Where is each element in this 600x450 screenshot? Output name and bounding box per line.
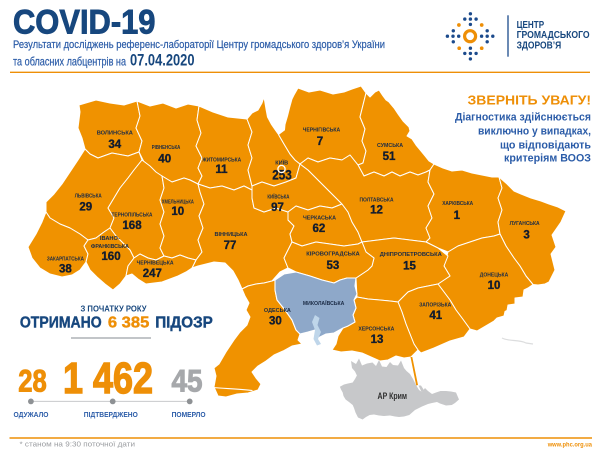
- svg-text:ВІННИЦЬКА: ВІННИЦЬКА: [215, 232, 248, 238]
- svg-text:www.phc.org.ua: www.phc.org.ua: [547, 441, 592, 448]
- svg-text:10: 10: [171, 206, 184, 218]
- svg-text:* станом на 9:30 поточної дати: * станом на 9:30 поточної дати: [20, 440, 136, 449]
- svg-text:АР Крим: АР Крим: [378, 391, 408, 402]
- svg-text:51: 51: [383, 151, 396, 163]
- svg-text:ВОЛИНСЬКА: ВОЛИНСЬКА: [97, 130, 133, 136]
- svg-text:КИЇВСЬКА: КИЇВСЬКА: [267, 193, 289, 200]
- svg-text:253: 253: [272, 166, 292, 182]
- svg-text:77: 77: [224, 240, 237, 252]
- svg-text:ЛЬВІВСЬКА: ЛЬВІВСЬКА: [75, 194, 102, 200]
- svg-text:ХЕРСОНСЬКА: ХЕРСОНСЬКА: [358, 327, 394, 333]
- svg-text:168: 168: [122, 220, 142, 232]
- svg-text:1 462: 1 462: [63, 355, 153, 403]
- svg-text:Діагностика здійснюється: Діагностика здійснюється: [455, 112, 591, 124]
- svg-text:ДОНЕЦЬКА: ДОНЕЦЬКА: [480, 273, 509, 279]
- svg-text:ОТРИМАНО: ОТРИМАНО: [20, 315, 102, 332]
- svg-text:Результати досліджень референс: Результати досліджень референс-лаборатор…: [13, 39, 385, 51]
- svg-text:12: 12: [370, 205, 383, 217]
- svg-text:6 385: 6 385: [108, 315, 150, 332]
- svg-text:ПІДТВЕРДЖЕНО: ПІДТВЕРДЖЕНО: [84, 410, 138, 419]
- svg-text:ТЕРНОПІЛЬСЬКА: ТЕРНОПІЛЬСЬКА: [112, 213, 153, 219]
- svg-text:ЦЕНТР: ЦЕНТР: [517, 20, 545, 31]
- svg-text:38: 38: [59, 263, 72, 275]
- svg-text:7: 7: [317, 136, 323, 148]
- svg-text:COVID-19: COVID-19: [13, 3, 156, 41]
- svg-text:29: 29: [79, 202, 92, 214]
- svg-text:ЛУГАНСЬКА: ЛУГАНСЬКА: [510, 221, 540, 227]
- svg-text:ПОЛТАВСЬКА: ПОЛТАВСЬКА: [360, 197, 394, 203]
- svg-text:ПОМЕРЛО: ПОМЕРЛО: [172, 410, 206, 419]
- svg-text:що відповідають: що відповідають: [500, 139, 591, 151]
- svg-text:ХАРКІВСЬКА: ХАРКІВСЬКА: [442, 201, 473, 207]
- svg-text:СУМСЬКА: СУМСЬКА: [377, 143, 403, 149]
- svg-text:ЧЕРНІВЕЦЬКА: ЧЕРНІВЕЦЬКА: [137, 261, 174, 267]
- svg-text:247: 247: [143, 268, 162, 280]
- svg-text:34: 34: [108, 139, 121, 151]
- svg-text:ОДУЖАЛО: ОДУЖАЛО: [14, 410, 49, 419]
- svg-text:РІВНЕНСЬКА: РІВНЕНСЬКА: [152, 145, 181, 151]
- svg-text:41: 41: [429, 310, 442, 322]
- svg-text:15: 15: [403, 261, 416, 273]
- svg-text:53: 53: [327, 260, 340, 272]
- svg-text:1: 1: [454, 210, 461, 222]
- svg-text:ЗАПОРІЗЬКА: ЗАПОРІЗЬКА: [419, 303, 451, 309]
- svg-text:З ПОЧАТКУ РОКУ: З ПОЧАТКУ РОКУ: [81, 303, 148, 313]
- svg-text:ЧЕРКАСЬКА: ЧЕРКАСЬКА: [303, 215, 336, 221]
- svg-text:КІРОВОГРАДСЬКА: КІРОВОГРАДСЬКА: [306, 251, 360, 257]
- svg-text:30: 30: [269, 316, 282, 328]
- svg-text:45: 45: [172, 362, 203, 398]
- svg-text:МИКОЛАЇВСЬКА: МИКОЛАЇВСЬКА: [303, 300, 345, 307]
- svg-text:критеріям ВООЗ: критеріям ВООЗ: [504, 153, 591, 165]
- svg-text:13: 13: [371, 334, 384, 346]
- svg-text:28: 28: [18, 362, 47, 398]
- svg-text:ЖИТОМИРСЬКА: ЖИТОМИРСЬКА: [201, 158, 241, 164]
- svg-text:ІВАНО-: ІВАНО-: [100, 236, 120, 242]
- svg-text:97: 97: [271, 202, 284, 214]
- svg-text:та обласних лабцентрів на: та обласних лабцентрів на: [13, 55, 126, 69]
- svg-text:ГРОМАДСЬКОГО: ГРОМАДСЬКОГО: [517, 30, 590, 41]
- svg-text:ДНІПРОПЕТРОВСЬКА: ДНІПРОПЕТРОВСЬКА: [380, 252, 442, 258]
- svg-text:3: 3: [523, 230, 529, 242]
- svg-text:ПІДОЗР: ПІДОЗР: [155, 315, 213, 332]
- svg-text:ЧЕРНІГІВСЬКА: ЧЕРНІГІВСЬКА: [303, 127, 341, 133]
- svg-text:ФРАНКІВСЬКА: ФРАНКІВСЬКА: [91, 244, 129, 250]
- svg-text:ЗДОРОВ’Я: ЗДОРОВ’Я: [517, 41, 562, 52]
- svg-text:ХМЕЛЬНИЦЬКА: ХМЕЛЬНИЦЬКА: [162, 199, 194, 205]
- svg-text:ЗАКАРПАТСЬКА: ЗАКАРПАТСЬКА: [47, 257, 84, 263]
- svg-text:ОДЕСЬКА: ОДЕСЬКА: [264, 308, 291, 314]
- svg-text:ЗВЕРНІТЬ УВАГУ!: ЗВЕРНІТЬ УВАГУ!: [468, 94, 592, 108]
- svg-text:КИЇВ: КИЇВ: [275, 160, 288, 167]
- svg-text:виключно у випадках,: виключно у випадках,: [478, 125, 591, 137]
- svg-text:62: 62: [313, 223, 326, 235]
- svg-text:07.04.2020: 07.04.2020: [130, 52, 195, 70]
- svg-text:160: 160: [101, 251, 120, 263]
- svg-text:11: 11: [215, 164, 228, 176]
- svg-text:10: 10: [488, 280, 501, 292]
- svg-text:40: 40: [158, 154, 171, 166]
